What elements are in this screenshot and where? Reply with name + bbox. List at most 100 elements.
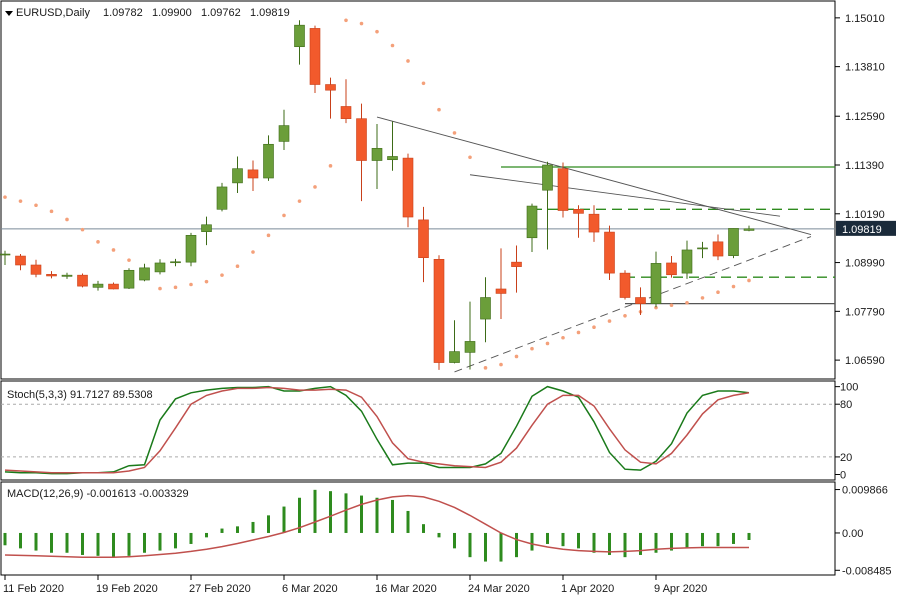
- candle-body: [387, 156, 398, 161]
- sar-dot: [406, 59, 410, 63]
- macd-title: MACD(12,26,9) -0.001613 -0.003329: [7, 488, 189, 500]
- macd-hist-bar: [592, 532, 596, 553]
- candle-body: [92, 283, 104, 288]
- axes: 1.15010 1.13810 1.12590 1.11390 1.10190 1.089…: [3, 13, 896, 595]
- candle-body: [325, 84, 336, 91]
- candle: [263, 135, 274, 181]
- candle: [15, 254, 26, 271]
- candle: [712, 234, 724, 261]
- date-axis-label: 27 Feb 2020: [189, 583, 251, 595]
- sar-dot: [111, 248, 116, 252]
- candle: [697, 241, 708, 259]
- candle-body: [201, 224, 212, 232]
- date-axis-label: 16 Mar 2020: [375, 583, 437, 595]
- macd-hist-bar: [499, 532, 503, 562]
- sar-dot: [297, 199, 302, 203]
- candle-body: [480, 297, 491, 320]
- macd-hist-bar: [561, 532, 565, 547]
- macd-panel-frame: [0, 481, 836, 576]
- candle-body: [77, 274, 88, 287]
- candle: [77, 273, 88, 288]
- sar-dot: [747, 278, 751, 283]
- candle: [526, 203, 538, 252]
- candle-body: [123, 269, 135, 289]
- candle-body: [309, 28, 321, 85]
- macd-hist-bar: [639, 532, 642, 555]
- candle-body: [356, 118, 367, 161]
- sar-dot: [390, 43, 395, 48]
- sar-dot: [483, 366, 488, 370]
- candle-body: [0, 253, 11, 256]
- candle-body: [61, 274, 73, 277]
- collapse-triangle-icon[interactable]: [5, 11, 13, 16]
- ohlc-open: 1.09782: [103, 7, 143, 19]
- ohlc-low: 1.09762: [201, 7, 241, 19]
- candle: [278, 109, 290, 150]
- macd-hist-bar: [732, 532, 735, 544]
- candle-body: [418, 219, 429, 258]
- macd-hist-bar: [701, 532, 704, 547]
- trendline-2: [469, 174, 781, 217]
- stoch-signal-line: [4, 386, 750, 474]
- sar-dot: [204, 279, 209, 284]
- candle: [232, 156, 243, 194]
- candle-body: [495, 288, 507, 294]
- macd-hist-bar: [530, 532, 534, 551]
- price-axis-label: 1.10190: [845, 209, 885, 221]
- date-axis-label: 19 Feb 2020: [96, 583, 158, 595]
- sar-dot: [669, 303, 674, 308]
- sar-dot: [731, 284, 736, 289]
- sar-dot: [18, 199, 23, 203]
- candle-body: [464, 341, 476, 353]
- sar-dot: [561, 335, 565, 340]
- macd-hist-bar: [3, 532, 7, 546]
- sar-dot: [127, 258, 131, 262]
- candle: [371, 123, 383, 189]
- candle: [139, 263, 150, 282]
- candle: [681, 240, 693, 279]
- macd-hist-bar: [143, 532, 146, 553]
- candle: [108, 282, 119, 290]
- candle-body: [402, 157, 414, 218]
- price-axis-label: 1.07790: [845, 306, 885, 318]
- candle: [30, 259, 42, 278]
- candle: [635, 287, 646, 315]
- candle: [201, 216, 212, 246]
- macd-hist-bar: [608, 532, 611, 555]
- candle: [309, 25, 321, 94]
- sar-dot: [158, 286, 162, 291]
- sar-dot: [235, 264, 240, 269]
- macd-axis-label: 0.00: [842, 528, 863, 540]
- price-axis-label: 1.13810: [845, 62, 885, 74]
- candle-body: [371, 148, 383, 161]
- candle: [123, 268, 135, 289]
- sar-dot: [654, 305, 658, 310]
- sar-dot: [716, 290, 720, 295]
- price-panel-frame: [0, 0, 836, 380]
- sar-dot: [344, 18, 348, 23]
- trendline-1: [454, 236, 812, 373]
- candle-body: [526, 205, 538, 239]
- candle: [464, 301, 476, 370]
- sar-dot: [452, 131, 457, 135]
- macd-hist-bar: [623, 532, 627, 558]
- candle: [542, 161, 553, 250]
- sar-dot: [313, 185, 317, 189]
- macd-axis-label: 0.009866: [842, 485, 888, 497]
- sar-dot: [685, 301, 689, 305]
- candle: [92, 280, 104, 291]
- macd-hist-bar: [468, 532, 472, 558]
- candle: [0, 250, 11, 265]
- chart-title: EURUSD,Daily: [16, 7, 90, 19]
- candle-body: [588, 213, 600, 233]
- macd-hist-bar: [34, 532, 38, 551]
- sar-dot: [499, 362, 503, 367]
- sar-dot: [700, 296, 705, 300]
- ohlc-high: 1.09900: [152, 7, 192, 19]
- macd-hist-bar: [298, 497, 301, 533]
- current-price-label: 1.09819: [842, 224, 882, 236]
- macd-hist-bar: [112, 532, 115, 558]
- candle: [433, 255, 445, 370]
- candle-body: [340, 106, 352, 119]
